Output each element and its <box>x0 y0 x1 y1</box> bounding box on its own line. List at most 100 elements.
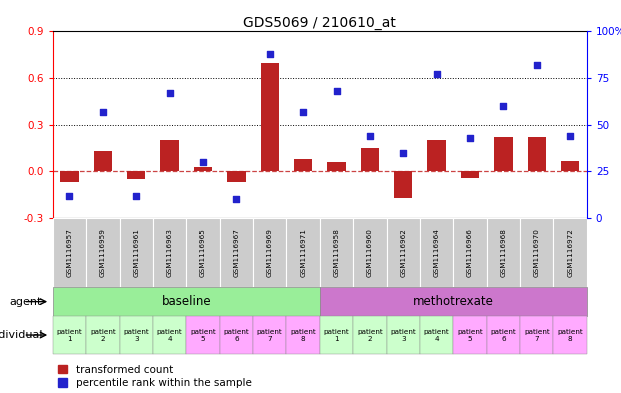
Point <box>65 193 75 199</box>
Text: patient
4: patient 4 <box>424 329 450 342</box>
Bar <box>487 218 520 287</box>
Text: GSM1116962: GSM1116962 <box>401 228 406 277</box>
Text: GSM1116968: GSM1116968 <box>501 228 506 277</box>
Bar <box>53 316 86 354</box>
Bar <box>86 316 119 354</box>
Bar <box>86 218 119 287</box>
Text: patient
5: patient 5 <box>190 329 216 342</box>
Bar <box>127 171 145 179</box>
Bar <box>119 218 153 287</box>
Text: patient
7: patient 7 <box>524 329 550 342</box>
Bar <box>261 62 279 171</box>
Bar <box>528 137 546 171</box>
Legend: transformed count, percentile rank within the sample: transformed count, percentile rank withi… <box>58 365 252 388</box>
Text: patient
1: patient 1 <box>324 329 350 342</box>
Bar <box>553 316 587 354</box>
Text: individual: individual <box>0 330 42 340</box>
Point <box>365 133 375 139</box>
Bar <box>320 218 353 287</box>
Bar <box>487 316 520 354</box>
Point <box>165 90 175 96</box>
Point <box>465 135 475 141</box>
Bar <box>119 316 153 354</box>
Bar <box>420 218 453 287</box>
Bar <box>327 162 346 171</box>
Text: GSM1116963: GSM1116963 <box>166 228 173 277</box>
Point <box>532 62 542 68</box>
Point <box>232 196 242 203</box>
Bar <box>461 171 479 178</box>
Point <box>298 108 308 115</box>
Bar <box>194 167 212 171</box>
Point <box>398 150 408 156</box>
Bar <box>453 316 487 354</box>
Bar <box>220 218 253 287</box>
Bar <box>94 151 112 171</box>
Text: GSM1116966: GSM1116966 <box>467 228 473 277</box>
Bar <box>253 316 286 354</box>
Bar <box>353 316 386 354</box>
Text: patient
2: patient 2 <box>357 329 383 342</box>
Text: patient
3: patient 3 <box>124 329 149 342</box>
Bar <box>286 218 320 287</box>
Point <box>332 88 342 94</box>
Text: methotrexate: methotrexate <box>413 295 494 308</box>
Bar <box>353 218 386 287</box>
Bar <box>386 316 420 354</box>
Bar <box>553 218 587 287</box>
Point <box>432 71 442 77</box>
Bar <box>561 161 579 171</box>
Bar <box>186 218 220 287</box>
Text: patient
4: patient 4 <box>156 329 183 342</box>
Bar <box>253 218 286 287</box>
Bar <box>186 316 220 354</box>
Bar <box>227 171 245 182</box>
Text: GSM1116967: GSM1116967 <box>233 228 239 277</box>
Bar <box>427 140 446 171</box>
Bar <box>520 316 553 354</box>
Text: GSM1116964: GSM1116964 <box>433 228 440 277</box>
Text: GSM1116970: GSM1116970 <box>534 228 540 277</box>
Point <box>198 159 208 165</box>
Bar <box>361 148 379 171</box>
Text: patient
2: patient 2 <box>90 329 116 342</box>
Text: GSM1116969: GSM1116969 <box>267 228 273 277</box>
Bar <box>320 316 353 354</box>
Text: baseline: baseline <box>161 295 211 308</box>
Bar <box>294 159 312 171</box>
Bar <box>453 218 487 287</box>
Text: GSM1116958: GSM1116958 <box>333 228 340 277</box>
Point <box>565 133 575 139</box>
Point <box>98 108 108 115</box>
Bar <box>320 287 587 316</box>
Text: GSM1116972: GSM1116972 <box>567 228 573 277</box>
Bar <box>286 316 320 354</box>
Text: GSM1116961: GSM1116961 <box>134 228 139 277</box>
Text: patient
3: patient 3 <box>391 329 416 342</box>
Text: patient
8: patient 8 <box>557 329 583 342</box>
Point <box>131 193 141 199</box>
Text: GSM1116971: GSM1116971 <box>300 228 306 277</box>
Bar <box>160 140 179 171</box>
Bar <box>520 218 553 287</box>
Bar <box>386 218 420 287</box>
Text: patient
7: patient 7 <box>257 329 283 342</box>
Title: GDS5069 / 210610_at: GDS5069 / 210610_at <box>243 17 396 30</box>
Point <box>499 103 509 109</box>
Text: patient
6: patient 6 <box>491 329 516 342</box>
Bar <box>494 137 512 171</box>
Text: patient
6: patient 6 <box>224 329 249 342</box>
Text: GSM1116959: GSM1116959 <box>100 228 106 277</box>
Bar <box>153 316 186 354</box>
Bar <box>394 171 412 198</box>
Text: GSM1116957: GSM1116957 <box>66 228 73 277</box>
Text: patient
8: patient 8 <box>290 329 316 342</box>
Text: GSM1116960: GSM1116960 <box>367 228 373 277</box>
Text: agent: agent <box>10 297 42 307</box>
Bar <box>420 316 453 354</box>
Bar <box>220 316 253 354</box>
Text: GSM1116965: GSM1116965 <box>200 228 206 277</box>
Bar <box>53 218 86 287</box>
Bar <box>60 171 79 182</box>
Point <box>265 51 274 57</box>
